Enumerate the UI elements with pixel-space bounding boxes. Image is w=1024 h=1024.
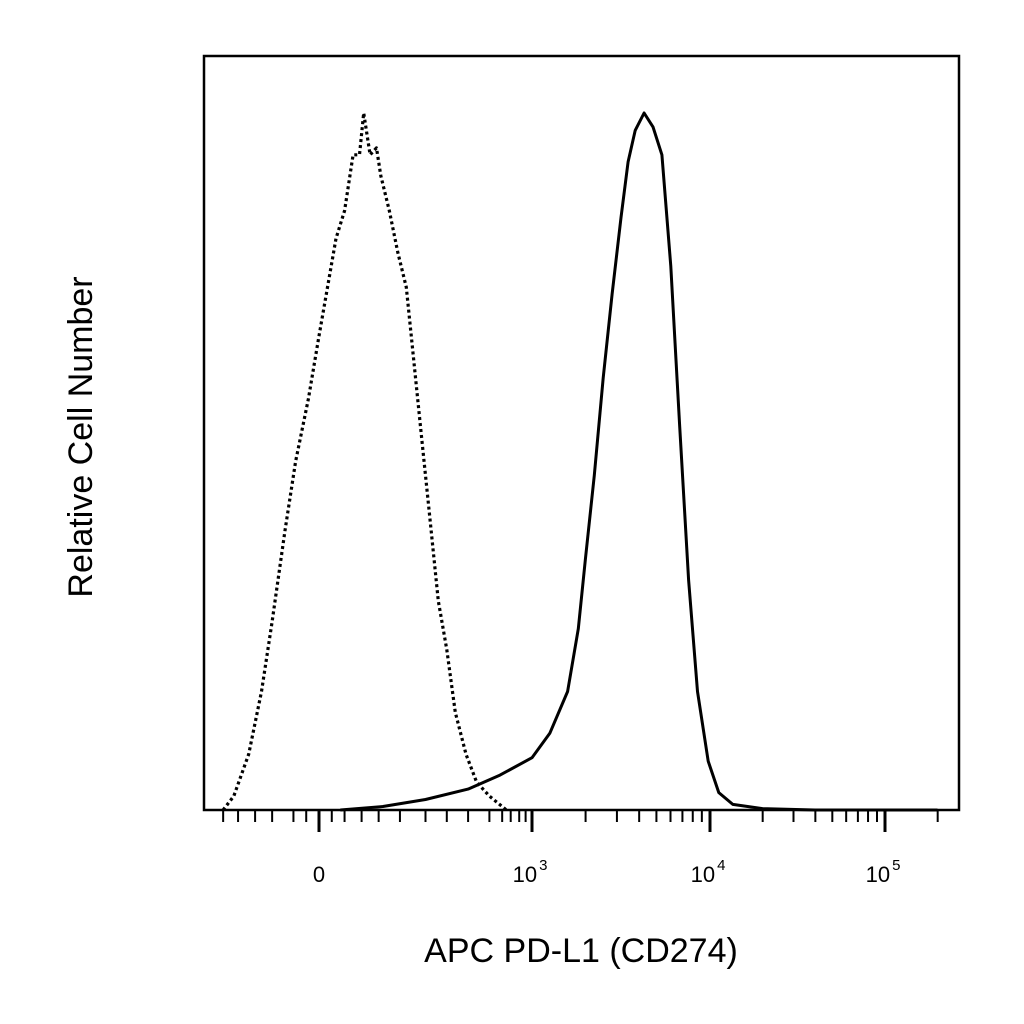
x-major-ticks [317, 810, 887, 832]
plot-frame [202, 54, 961, 812]
x-tick-label: 0 [313, 862, 325, 887]
histogram-curves [221, 111, 938, 812]
x-tick-labels: 0 10 3 10 4 10 5 [313, 857, 901, 887]
x-tick-label: 10 5 [866, 857, 901, 887]
y-axis-label: Relative Cell Number [62, 276, 100, 597]
x-minor-ticks [222, 810, 939, 822]
x-tick-label: 10 3 [513, 857, 548, 887]
isotype-control-curve [221, 111, 508, 812]
x-tick-label: 10 4 [691, 857, 726, 887]
x-axis-label: APC PD-L1 (CD274) [424, 932, 738, 970]
pd-l1-stained-curve [340, 111, 938, 812]
